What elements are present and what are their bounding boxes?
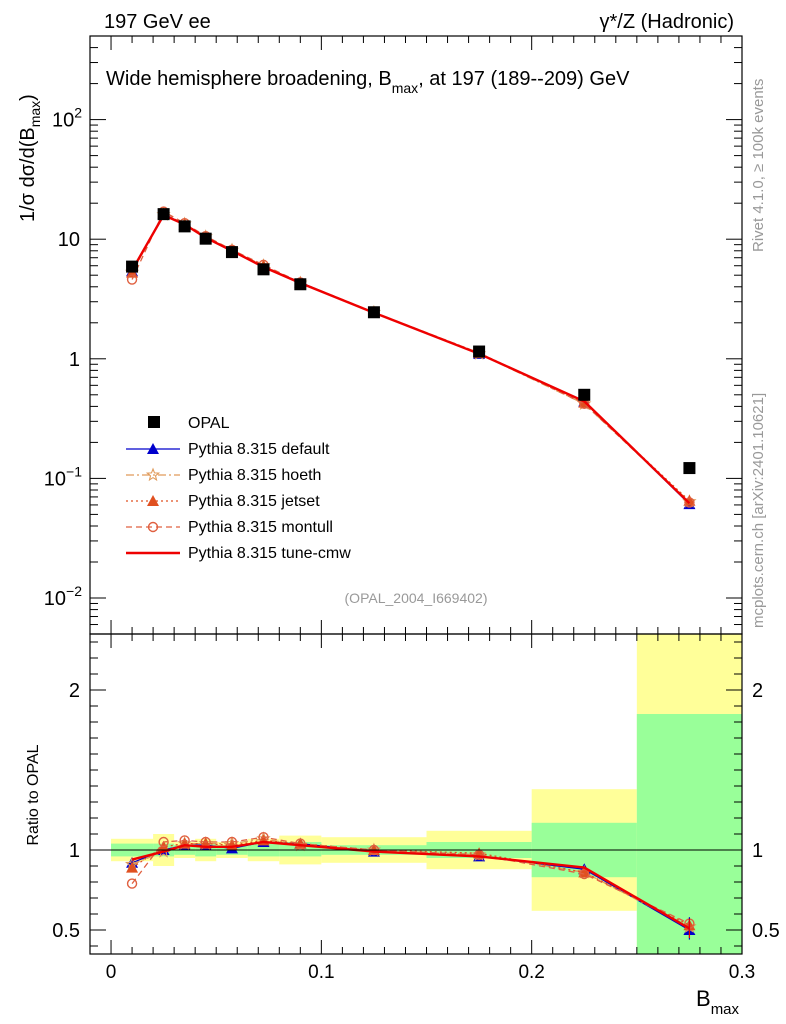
opal-point-5: [257, 263, 270, 276]
ratio-point-jetset-0: [126, 861, 139, 873]
main-line-montull: [131, 210, 690, 503]
header-right: γ*/Z (Hadronic): [600, 11, 734, 33]
legend-entry-montull: Pythia 8.315 montull: [126, 519, 333, 536]
ratio-point-montull-6: [295, 838, 306, 849]
x-tick-label-3: 0.3: [729, 962, 755, 983]
legend-marker-montull: [147, 521, 159, 533]
mcplots-label: mcplots.cern.ch [arXiv:2401.10621]: [750, 393, 767, 628]
ratio-point-jetset-9: [578, 866, 591, 878]
x-tick-label-0: 0: [106, 962, 117, 983]
main-line-default: [131, 212, 690, 505]
legend-marker-jetset: [147, 495, 159, 506]
opal-point-0: [126, 260, 139, 273]
header-left: 197 GeV ee: [104, 11, 211, 33]
y-tick-label-1: 10−1: [44, 463, 82, 490]
x-axis-label: Bmax: [696, 986, 740, 1018]
legend-marker-hoeth: [145, 467, 161, 482]
legend-label-jetset: Pythia 8.315 jetset: [188, 493, 320, 510]
ratio-point-montull-9: [579, 868, 590, 880]
opal-point-8: [473, 345, 486, 358]
ratio-tick-label-right-1: 1: [752, 840, 763, 862]
rivet-label: Rivet 4.1.0, ≥ 100k events: [750, 79, 767, 252]
y-tick-label-0: 10−2: [44, 583, 82, 610]
opal-point-7: [367, 306, 380, 319]
y-tick-label-3: 10: [58, 229, 80, 251]
opal-point-6: [294, 278, 307, 291]
legend: OPAL Pythia 8.315 default Pythia 8.315 h…: [126, 415, 351, 562]
opal-point-4: [225, 246, 238, 259]
legend-label-opal: OPAL: [188, 415, 230, 432]
ratio-line-tune-cmw: [131, 840, 691, 930]
band-green-10: [636, 714, 742, 954]
legend-label-montull: Pythia 8.315 montull: [188, 519, 333, 536]
y-tick-label-4: 102: [52, 105, 82, 132]
ratio-tick-label-left-1: 1: [69, 840, 80, 862]
main-point-jetset-10: [683, 494, 696, 506]
main-series-group: [124, 206, 697, 510]
legend-entry-jetset: Pythia 8.315 jetset: [126, 493, 320, 510]
ratio-point-montull-1: [158, 836, 169, 848]
x-tick-label-1: 0.1: [308, 962, 334, 983]
opal-point-1: [157, 208, 170, 221]
opal-point-10: [683, 462, 696, 475]
legend-label-hoeth: Pythia 8.315 hoeth: [188, 467, 321, 484]
legend-label-tune-cmw: Pythia 8.315 tune-cmw: [188, 545, 351, 562]
ratio-tick-label-right-0: 0.5: [752, 920, 780, 942]
ratio-tick-label-left-2: 2: [69, 680, 80, 702]
legend-entry-tune-cmw: Pythia 8.315 tune-cmw: [126, 545, 351, 562]
opal-point-3: [199, 232, 212, 245]
ratio-tick-label-right-2: 2: [752, 680, 763, 702]
opal-point-9: [578, 388, 591, 401]
x-tick-label-2: 0.2: [518, 962, 544, 983]
ratio-point-montull-0: [126, 878, 138, 889]
main-point-montull-0: [126, 274, 138, 285]
y-tick-label-2: 1: [69, 349, 80, 371]
legend-entry-default: Pythia 8.315 default: [126, 441, 330, 458]
main-line-hoeth: [131, 213, 690, 503]
ratio-series-group: [124, 831, 697, 940]
ratio-panel-frame: [89, 633, 743, 955]
analysis-id: (OPAL_2004_I669402): [345, 590, 488, 606]
y-axis-label: 1/σ dσ/d(Bmax): [17, 94, 43, 222]
legend-label-default: Pythia 8.315 default: [188, 441, 330, 458]
opal-point-2: [178, 220, 191, 233]
opal-data-points: [126, 208, 696, 475]
legend-marker-default: [147, 443, 159, 454]
main-point-montull-10: [684, 497, 695, 508]
main-line-tune-cmw: [131, 213, 691, 505]
legend-entry-hoeth: Pythia 8.315 hoeth: [126, 467, 321, 484]
axis-ticks: [90, 35, 743, 954]
ratio-y-axis-label: Ratio to OPAL: [25, 744, 42, 845]
axis-tick-labels: 0 0.1 0.2 0.3 10−2 10−1 1 10 102 0.5 0.5 1 1 2 2: [44, 105, 780, 983]
plot-title: Wide hemisphere broadening, Bmax, at 197…: [106, 68, 630, 96]
legend-marker-opal: [148, 416, 160, 428]
ratio-tick-label-left-0: 0.5: [52, 920, 80, 942]
